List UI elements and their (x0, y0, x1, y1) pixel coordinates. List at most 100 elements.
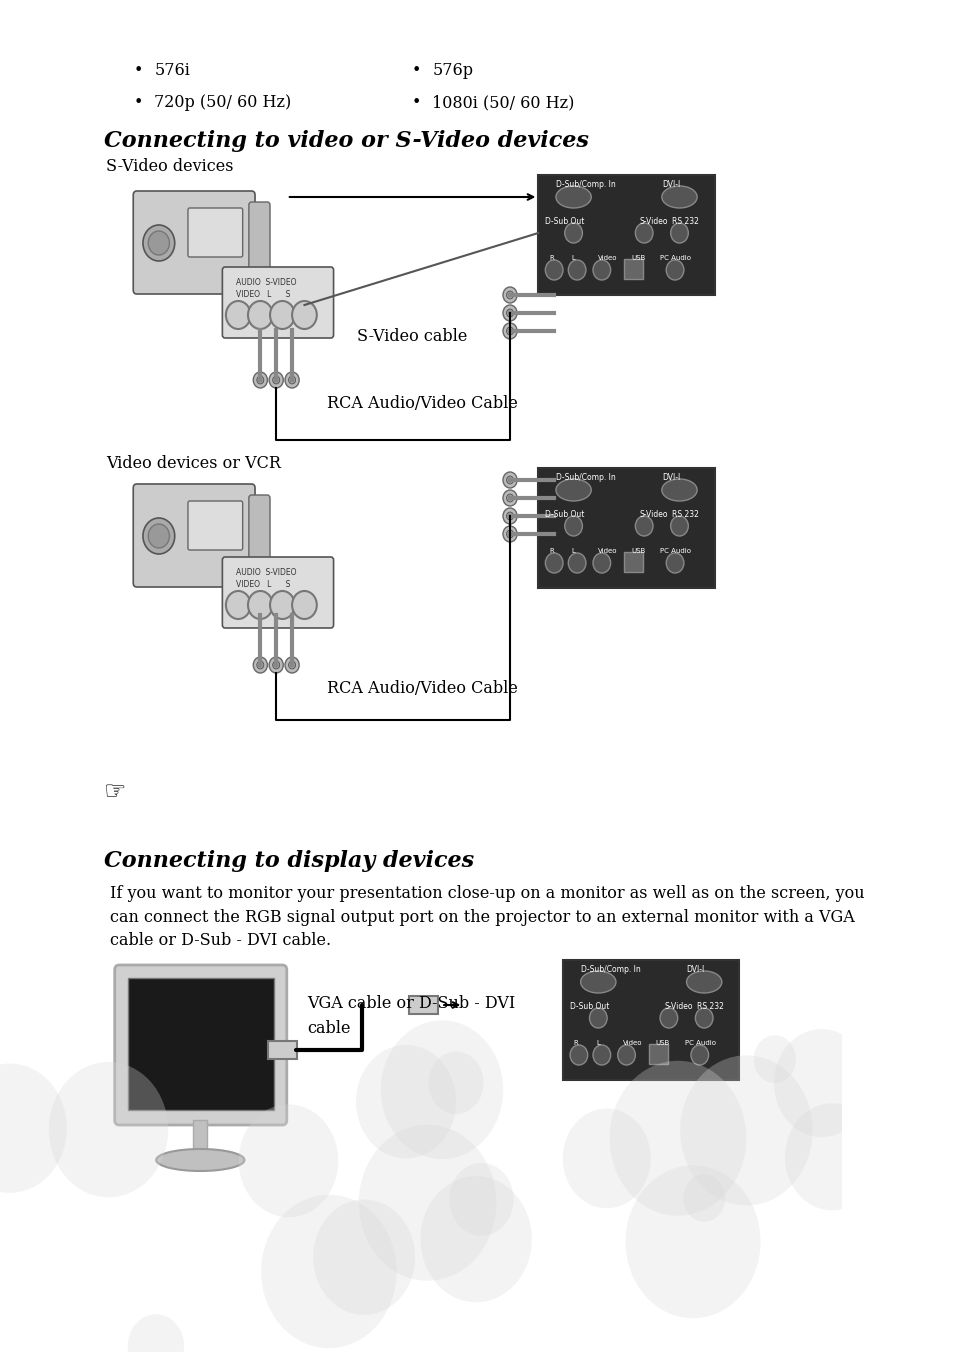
Text: VGA cable or D-Sub - DVI
cable: VGA cable or D-Sub - DVI cable (307, 995, 515, 1037)
Text: R: R (573, 1040, 578, 1046)
Circle shape (246, 1109, 359, 1237)
Circle shape (690, 1045, 708, 1065)
Text: AUDIO  S-VIDEO: AUDIO S-VIDEO (235, 279, 295, 287)
Circle shape (593, 260, 610, 280)
FancyBboxPatch shape (537, 468, 714, 588)
Text: RCA Audio/Video Cable: RCA Audio/Video Cable (326, 395, 517, 412)
FancyBboxPatch shape (188, 208, 242, 257)
Circle shape (248, 591, 273, 619)
FancyBboxPatch shape (188, 502, 242, 550)
Circle shape (17, 1238, 65, 1293)
Text: D-Sub Out: D-Sub Out (570, 1002, 609, 1011)
Circle shape (670, 223, 687, 243)
Text: PC Audio: PC Audio (659, 548, 690, 554)
Ellipse shape (661, 187, 697, 208)
Text: S-Video: S-Video (639, 510, 667, 519)
Text: L: L (571, 256, 575, 261)
Text: Video: Video (598, 548, 618, 554)
Circle shape (308, 1087, 386, 1176)
Circle shape (302, 1025, 351, 1080)
Text: USB: USB (655, 1040, 669, 1046)
Circle shape (502, 508, 517, 525)
Text: DVI-I: DVI-I (686, 965, 704, 973)
Circle shape (143, 518, 174, 554)
Text: 720p (50/ 60 Hz): 720p (50/ 60 Hz) (154, 95, 292, 111)
Text: D-Sub Out: D-Sub Out (545, 510, 584, 519)
Text: Video devices or VCR: Video devices or VCR (106, 456, 280, 472)
Circle shape (568, 260, 585, 280)
Text: S-Video devices: S-Video devices (106, 158, 233, 174)
Text: R: R (548, 256, 553, 261)
Circle shape (502, 306, 517, 320)
FancyBboxPatch shape (409, 996, 437, 1014)
Text: •: • (412, 95, 421, 111)
Circle shape (635, 516, 652, 535)
Circle shape (226, 591, 251, 619)
Circle shape (545, 553, 562, 573)
Circle shape (143, 224, 174, 261)
Text: •: • (133, 95, 143, 111)
Circle shape (506, 310, 513, 316)
Circle shape (269, 657, 283, 673)
FancyBboxPatch shape (623, 260, 642, 279)
Text: PC Audio: PC Audio (684, 1040, 715, 1046)
Circle shape (506, 530, 513, 538)
FancyBboxPatch shape (222, 557, 334, 627)
Circle shape (617, 1045, 635, 1065)
Text: S-Video cable: S-Video cable (357, 329, 467, 345)
Ellipse shape (556, 187, 591, 208)
Circle shape (248, 301, 273, 329)
Text: VIDEO   L      S: VIDEO L S (235, 289, 290, 299)
FancyBboxPatch shape (133, 484, 254, 587)
Circle shape (429, 1195, 527, 1306)
Text: Video: Video (622, 1040, 641, 1046)
Text: •: • (412, 62, 421, 78)
Circle shape (611, 1037, 722, 1163)
Circle shape (593, 1045, 610, 1065)
Circle shape (568, 553, 585, 573)
Circle shape (593, 553, 610, 573)
Circle shape (506, 476, 513, 484)
Text: If you want to monitor your presentation close-up on a monitor as well as on the: If you want to monitor your presentation… (111, 886, 864, 949)
Circle shape (226, 301, 251, 329)
Ellipse shape (661, 479, 697, 502)
Circle shape (502, 472, 517, 488)
Circle shape (285, 657, 299, 673)
Circle shape (506, 512, 513, 521)
Circle shape (288, 661, 295, 669)
Circle shape (732, 1191, 843, 1317)
Circle shape (270, 591, 294, 619)
Circle shape (292, 301, 316, 329)
Text: USB: USB (630, 256, 644, 261)
Circle shape (502, 526, 517, 542)
Circle shape (545, 260, 562, 280)
Text: RS 232: RS 232 (672, 510, 699, 519)
Circle shape (502, 489, 517, 506)
Circle shape (270, 301, 294, 329)
Ellipse shape (156, 1149, 244, 1171)
Text: D-Sub/Comp. In: D-Sub/Comp. In (580, 965, 639, 973)
Circle shape (273, 376, 279, 384)
Circle shape (506, 493, 513, 502)
Text: Connecting to display devices: Connecting to display devices (104, 850, 474, 872)
Circle shape (292, 591, 316, 619)
Text: 1080i (50/ 60 Hz): 1080i (50/ 60 Hz) (432, 95, 574, 111)
Text: Video: Video (598, 256, 618, 261)
Ellipse shape (686, 971, 721, 992)
Circle shape (269, 372, 283, 388)
Circle shape (148, 231, 170, 256)
Circle shape (0, 999, 97, 1115)
FancyBboxPatch shape (128, 977, 274, 1110)
Text: RS 232: RS 232 (672, 218, 699, 226)
Text: RCA Audio/Video Cable: RCA Audio/Video Cable (326, 680, 517, 698)
Circle shape (553, 1146, 607, 1210)
Text: D-Sub Out: D-Sub Out (545, 218, 584, 226)
FancyBboxPatch shape (114, 965, 287, 1125)
FancyBboxPatch shape (648, 1044, 667, 1064)
Circle shape (148, 525, 170, 548)
Text: ☞: ☞ (104, 780, 127, 804)
Circle shape (273, 661, 279, 669)
Ellipse shape (556, 479, 591, 502)
Circle shape (447, 1174, 572, 1315)
Circle shape (514, 1082, 562, 1137)
